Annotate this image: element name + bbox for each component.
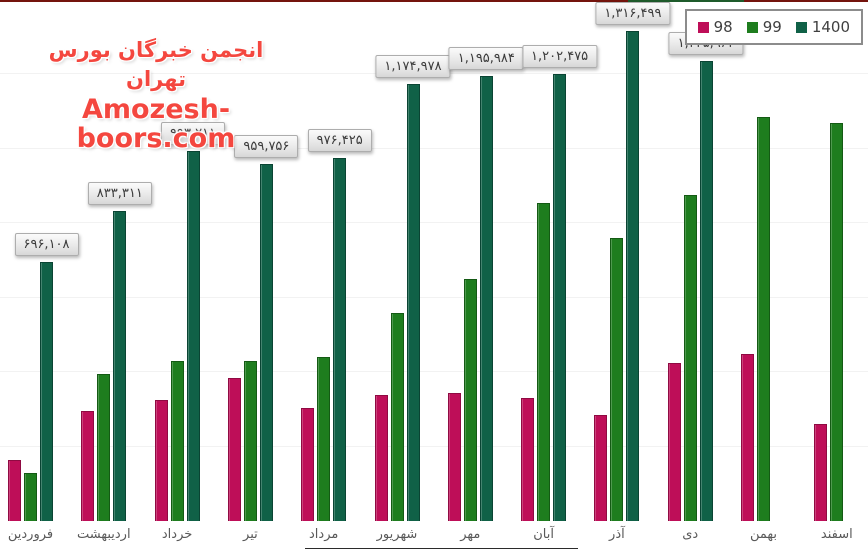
bar-98-5 [301,407,315,521]
legend-label-98: 98 [713,18,733,36]
x-axis-label-7: مهر [460,527,481,542]
legend: 98 99 1400 [684,9,863,45]
data-label-1400-9: ۱,۳۱۶,۴۹۹ [595,2,671,26]
legend-swatch-1400 [795,21,807,33]
bar-99-12 [830,122,844,521]
data-label-1400-3: ۹۹۳,۲۱۱ [161,122,226,146]
data-label-1400-6: ۱,۱۷۴,۹۷۸ [375,54,451,78]
bar-1400-2 [113,210,127,521]
top-strip-red-left [0,0,628,2]
legend-swatch-98 [697,21,709,33]
gridline [0,445,868,447]
bar-98-2 [81,411,95,521]
data-label-1400-8: ۱,۲۰۲,۴۷۵ [522,44,598,68]
bar-98-7 [447,392,461,521]
watermark: انجمن خبرگان بورس تهران Amozesh-boors.co… [34,36,278,154]
bar-99-2 [97,374,111,521]
x-axis-label-8: آبان [533,527,554,542]
bar-1400-7 [479,75,493,521]
bar-1400-10 [699,61,713,521]
legend-label-99: 99 [762,18,782,36]
data-label-1400-2: ۸۳۳,۳۱۱ [87,181,152,205]
data-label-1400-4: ۹۵۹,۷۵۶ [234,134,299,158]
x-axis-label-2: اردیبهشت [77,527,131,542]
bar-99-9 [610,238,624,521]
bar-98-3 [154,400,168,521]
legend-item-1400: 1400 [795,18,850,36]
bar-99-3 [170,361,184,521]
top-strip-red-right [744,0,868,2]
x-axis-label-10: دی [682,527,699,542]
bar-1400-9 [626,31,640,521]
bar-1400-5 [333,157,347,521]
bar-98-8 [521,398,535,521]
bar-99-8 [537,202,551,521]
bar-99-4 [243,361,257,521]
top-strip-green [628,0,744,2]
x-axis-label-11: بهمن [749,527,778,542]
bar-1400-3 [186,151,200,521]
x-axis-label-9: آذر [609,527,625,542]
axis-underline [305,548,578,549]
gridline [0,147,868,149]
legend-swatch-99 [746,21,758,33]
gridline [0,222,868,224]
watermark-persian-text: انجمن خبرگان بورس تهران [48,38,264,92]
bar-1400-1 [40,261,53,521]
x-axis: فروردین اردیبهشت خرداد تیر مرداد شهریور مهر آبا… [0,521,868,552]
top-border-strip [0,0,868,2]
bar-98-9 [594,414,608,521]
bar-98-12 [814,424,828,521]
bar-99-11 [757,117,770,521]
bar-1400-8 [553,73,567,521]
data-label-1400-5: ۹۷۶,۴۲۵ [307,128,372,152]
gridline [0,296,868,298]
watermark-site-url: Amozesh-boors.com [76,93,236,155]
bar-98-6 [374,394,388,521]
bar-98-4 [227,377,241,521]
plot-area: ۶۹۶,۱۰۸ ۸۳۳,۳۱۱ ۹۹۳,۲۱۱ ۹۵۹,۷۵۶ ۹۷۶,۴۲۵ ۱,۱۷۴… [0,2,868,521]
x-axis-label-12: اسفند [820,527,853,542]
data-label-1400-7: ۱,۱۹۵,۹۸۴ [448,46,524,70]
x-axis-label-1: فروردین [7,527,54,542]
bar-98-10 [667,362,681,521]
gridline [0,371,868,373]
x-axis-label-3: خرداد [161,527,193,542]
x-axis-label-5: مرداد [309,527,339,542]
bar-99-10 [683,195,697,521]
bar-99-7 [463,279,477,521]
bar-98-1 [8,459,21,521]
bar-99-6 [390,312,404,521]
x-axis-label-6: شهریور [376,527,418,542]
x-axis-label-4: تیر [243,527,258,542]
legend-label-1400: 1400 [811,18,850,36]
bar-1400-4 [259,163,273,521]
data-label-1400-1: ۶۹۶,۱۰۸ [14,232,79,256]
legend-item-98: 98 [697,18,733,36]
legend-item-99: 99 [746,18,782,36]
bar-1400-6 [406,83,420,521]
bar-99-1 [24,472,37,521]
bar-99-5 [317,357,331,521]
bar-98-11 [741,353,754,521]
